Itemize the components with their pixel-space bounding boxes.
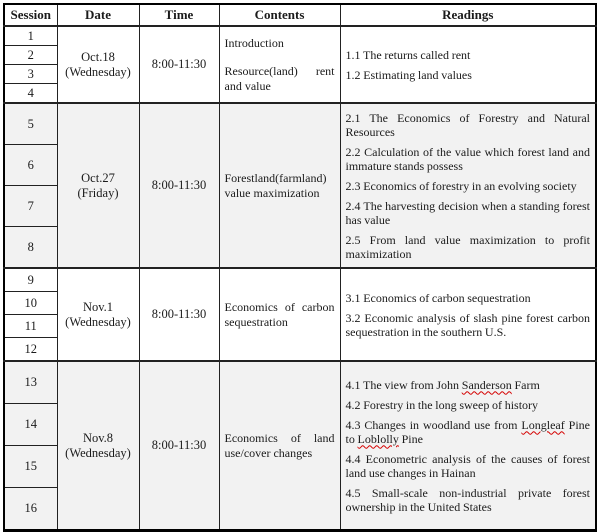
header-time: Time	[138, 3, 220, 27]
misspelled-word: Loblolly	[357, 431, 399, 446]
date-cell: Nov.8 (Wednesday)	[56, 360, 140, 531]
table-row: 10	[3, 291, 596, 315]
header-row: Session Date Time Contents Readings	[3, 3, 597, 27]
reading-text: 4.1 The view from John	[345, 377, 462, 392]
reading-text: 2.2 Calculation of the value which fores…	[345, 144, 591, 173]
table-row: 9 Nov.1 (Wednesday) 8:00-11:30 Economics…	[3, 267, 597, 362]
misspelled-word: Sanderson	[461, 377, 512, 392]
session-cell: 3	[3, 64, 58, 84]
contents-text: Resource(land) rent and value	[224, 64, 335, 93]
contents-cell: Economics of carbon sequestration	[218, 267, 341, 362]
readings-cell: 2.1 The Economics of Forestry and Natura…	[339, 102, 597, 269]
reading-item: 4.1 The view from John Sanderson Farm	[346, 378, 591, 392]
contents-text: Introduction	[224, 35, 284, 50]
date-weekday: (Friday)	[77, 185, 119, 200]
date-weekday: (Wednesday)	[65, 445, 131, 460]
reading-item: 2.5 From land value maximization to prof…	[346, 233, 591, 261]
reading-item: 3.2 Economic analysis of slash pine fore…	[346, 311, 591, 339]
reading-text: 1.1 The returns called rent	[345, 47, 471, 62]
date-month-day: Nov.8	[82, 430, 114, 445]
reading-item: 1.1 The returns called rent	[346, 48, 591, 62]
reading-item: 4.4 Econometric analysis of the causes o…	[346, 452, 591, 480]
session-cell: 10	[3, 291, 58, 315]
reading-item: 4.2 Forestry in the long sweep of histor…	[346, 398, 591, 412]
session-cell: 11	[3, 314, 58, 338]
contents-text: Economics of land use/cover changes	[224, 431, 335, 460]
reading-text: 4.2 Forestry in the long sweep of histor…	[345, 397, 539, 412]
readings-cell: 4.1 The view from John Sanderson Farm 4.…	[339, 360, 597, 531]
contents-text: Economics of carbon sequestration	[224, 300, 335, 329]
table-row: 15	[3, 445, 596, 488]
session-cell: 6	[3, 144, 58, 186]
reading-text: 2.5 From land value maximization to prof…	[345, 232, 591, 261]
table-row: 1 Oct.18 (Wednesday) 8:00-11:30 Introduc…	[3, 25, 597, 104]
table-row: 3	[3, 64, 596, 84]
contents-cell: Economics of land use/cover changes	[218, 360, 341, 531]
session-cell: 4	[3, 83, 58, 104]
table-row: 13 Nov.8 (Wednesday) 8:00-11:30 Economic…	[3, 360, 597, 531]
date-month-day: Oct.18	[81, 49, 115, 64]
reading-item: 2.3 Economics of forestry in an evolving…	[346, 179, 591, 193]
time-cell: 8:00-11:30	[138, 360, 220, 531]
reading-text: 4.5 Small-scale non-industrial private f…	[345, 485, 591, 514]
reading-text: Farm	[511, 377, 540, 392]
contents-cell: Introduction Resource(land) rent and val…	[218, 25, 341, 104]
reading-text: Pine to	[345, 417, 591, 446]
table-row: 11	[3, 314, 596, 338]
table-row: 8	[3, 226, 596, 269]
reading-text: 2.1 The Economics of Forestry and Natura…	[345, 110, 591, 139]
course-schedule-table: Session Date Time Contents Readings 1 Oc…	[3, 3, 597, 532]
reading-text: Pine	[398, 431, 423, 446]
session-cell: 5	[3, 102, 58, 145]
session-cell: 1	[3, 25, 58, 46]
table-row: 7	[3, 185, 596, 227]
header-readings: Readings	[339, 3, 597, 27]
session-cell: 16	[3, 487, 58, 531]
reading-item: 3.1 Economics of carbon sequestration	[346, 291, 591, 305]
session-cell: 7	[3, 185, 58, 227]
reading-text: 4.4 Econometric analysis of the causes o…	[345, 451, 591, 480]
session-cell: 15	[3, 445, 58, 488]
reading-text: 2.3 Economics of forestry in an evolving…	[345, 178, 577, 193]
date-weekday: (Wednesday)	[65, 314, 131, 329]
reading-item: 2.2 Calculation of the value which fores…	[346, 145, 591, 173]
session-cell: 9	[3, 267, 58, 292]
reading-text: 3.1 Economics of carbon sequestration	[345, 290, 531, 305]
table-row: 5 Oct.27 (Friday) 8:00-11:30 Forestland(…	[3, 102, 597, 269]
session-cell: 13	[3, 360, 58, 404]
readings-cell: 3.1 Economics of carbon sequestration 3.…	[339, 267, 597, 362]
reading-item: 4.5 Small-scale non-industrial private f…	[346, 486, 591, 514]
reading-item: 2.4 The harvesting decision when a stand…	[346, 199, 591, 227]
reading-text: 3.2 Economic analysis of slash pine fore…	[345, 310, 591, 339]
reading-item: 4.3 Changes in woodland use from Longlea…	[346, 418, 591, 446]
misspelled-word: Longleaf	[521, 417, 565, 432]
date-weekday: (Wednesday)	[65, 64, 131, 79]
reading-text: 1.2 Estimating land values	[345, 67, 472, 82]
date-cell: Oct.27 (Friday)	[56, 102, 140, 269]
reading-item: 2.1 The Economics of Forestry and Natura…	[346, 111, 591, 139]
date-month-day: Nov.1	[82, 299, 114, 314]
reading-item: 1.2 Estimating land values	[346, 68, 591, 82]
reading-text: 2.4 The harvesting decision when a stand…	[345, 198, 591, 227]
date-cell: Oct.18 (Wednesday)	[56, 25, 140, 104]
contents-text: Forestland(farmland) value maximization	[224, 171, 327, 200]
reading-text: 4.3 Changes in woodland use from	[345, 417, 522, 432]
session-cell: 8	[3, 226, 58, 269]
contents-cell: Forestland(farmland) value maximization	[218, 102, 341, 269]
date-cell: Nov.1 (Wednesday)	[56, 267, 140, 362]
table-row: 14	[3, 403, 596, 446]
time-cell: 8:00-11:30	[138, 267, 220, 362]
session-cell: 14	[3, 403, 58, 446]
header-date: Date	[56, 3, 140, 27]
time-cell: 8:00-11:30	[138, 25, 220, 104]
time-cell: 8:00-11:30	[138, 102, 220, 269]
header-contents: Contents	[218, 3, 341, 27]
header-session: Session	[3, 3, 58, 27]
readings-cell: 1.1 The returns called rent 1.2 Estimati…	[339, 25, 597, 104]
date-month-day: Oct.27	[81, 170, 115, 185]
session-cell: 12	[3, 337, 58, 362]
session-cell: 2	[3, 45, 58, 65]
